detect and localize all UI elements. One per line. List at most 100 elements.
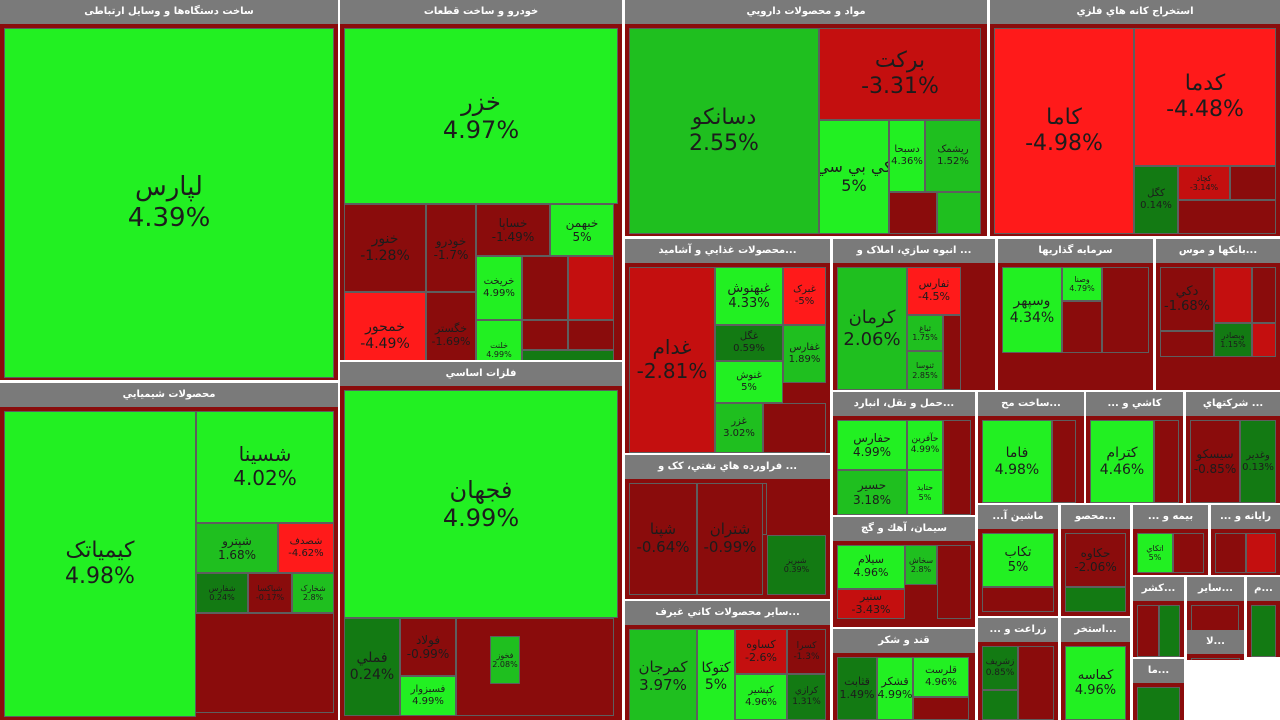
stock-tile[interactable]: کاما -4.98% [994,28,1134,234]
stock-tile[interactable]: وسپهر 4.34% [1002,267,1062,353]
sector-body: سيلام 4.96% سنير -3.43% سخاش 2.8% [833,541,975,627]
stock-tile[interactable]: سيلام 4.96% [837,545,905,589]
stock-tile[interactable]: غزر 3.02% [715,403,763,453]
stock-tile[interactable]: حفارس 4.99% [837,420,907,470]
minor-tile [1154,420,1179,503]
stock-tile[interactable]: وصنا 4.79% [1062,267,1102,301]
stock-tile[interactable]: شخارک 2.8% [292,573,334,613]
stock-tile[interactable]: برکت -3.31% [819,28,981,120]
stock-tile[interactable]: خودرو -1.7% [426,204,476,292]
stock-tile[interactable]: ريشمک 1.52% [925,120,981,192]
stock-tile[interactable]: سيسکو -0.85% [1190,420,1240,503]
stock-symbol: غنوش [736,370,762,382]
stock-tile[interactable]: ثفارس -4.5% [907,267,961,315]
sector-title: زراعت و ... [989,624,1047,635]
stock-tile[interactable]: کساوه -2.6% [735,629,787,674]
stock-tile[interactable]: ثباغ 1.75% [907,315,943,351]
sector-body: کاما -4.98% کدما -4.48% کگل 0.14% کچاد -3.14% [990,24,1280,236]
stock-tile[interactable]: کرمان 2.06% [837,267,907,390]
stock-tile[interactable]: غنوش 5% [715,361,783,403]
sector-body [1187,654,1244,660]
stock-tile[interactable]: حسير 3.18% [837,470,907,515]
stock-change: -3.31% [861,74,939,99]
stock-tile[interactable]: زشريف 0.85% [982,646,1018,690]
stock-tile[interactable]: خساپا -1.49% [476,204,550,256]
sector-body: اتکاي 5% [1133,529,1208,575]
stock-tile[interactable]: تکاب 5% [982,533,1054,587]
stock-symbol: قشکر [881,674,909,688]
stock-tile[interactable]: فجهان 4.99% [344,390,618,618]
stock-tile[interactable]: حکاوه -2.06% [1065,533,1126,587]
stock-tile[interactable]: قشکر 4.99% [877,657,913,720]
stock-tile[interactable]: کماسه 4.96% [1065,646,1126,720]
stock-tile[interactable]: دکي -1.68% [1160,267,1214,331]
stock-tile[interactable]: خریخت 4.99% [476,256,522,320]
stock-tile[interactable]: کيمياتک 4.98% [4,411,196,717]
sector-title: سيمان، آهك و گچ [860,523,948,534]
stock-tile[interactable]: لپارس 4.39% [4,28,334,378]
stock-tile[interactable]: فخوز 2.08% [490,636,520,684]
stock-tile[interactable]: فسبزوار 4.99% [400,676,456,716]
stock-tile[interactable]: فاما 4.98% [982,420,1052,503]
stock-tile[interactable]: خنور -1.28% [344,204,426,292]
stock-tile[interactable]: حآفرين 4.99% [907,420,943,470]
stock-tile[interactable]: شفارس 0.24% [196,573,248,613]
stock-tile[interactable]: خگستر -1.69% [426,292,476,360]
stock-tile[interactable]: شصدف -4.62% [278,523,334,573]
stock-tile[interactable]: حتايد 5% [907,470,943,515]
stock-change: -1.49% [491,230,535,244]
stock-tile[interactable]: سنير -3.43% [837,589,905,619]
sector: استخراج کانه هاي فلزي کاما -4.98% کدما -4.48… [990,0,1280,236]
stock-tile[interactable]: غفارس 1.89% [783,325,826,383]
stock-tile[interactable]: کگل 0.14% [1134,166,1178,234]
minor-tile [568,256,614,320]
stock-tile[interactable]: کي بي سي 5% [819,120,889,234]
stock-tile[interactable]: قلرست 4.96% [913,657,969,697]
stock-symbol: خزر [461,87,501,116]
stock-tile[interactable]: کرازي 1.31% [787,674,826,720]
stock-tile[interactable]: دسبحا 4.36% [889,120,925,192]
stock-tile[interactable]: وغدير 0.13% [1240,420,1276,503]
stock-tile[interactable]: خلنت 4.99% [476,320,522,360]
stock-change: 4.99% [486,350,512,359]
minor-tile [1052,420,1076,503]
stock-tile[interactable]: شسينا 4.02% [196,411,334,523]
sector: قند و شکر قثابت 1.49% قشکر 4.99% قلرست 4.96% [833,629,975,720]
stock-tile[interactable]: کدما -4.48% [1134,28,1276,166]
stock-tile[interactable]: قثابت 1.49% [837,657,877,720]
sector: ...محصو حکاوه -2.06% [1061,505,1130,616]
stock-symbol: دکي [1175,283,1199,299]
stock-tile[interactable]: کسرا -1.3% [787,629,826,674]
stock-tile[interactable]: فملي 0.24% [344,618,400,716]
stock-tile[interactable]: کمرجان 3.97% [629,629,697,720]
stock-tile[interactable]: کپشير 4.96% [735,674,787,720]
stock-tile[interactable]: شتران -0.99% [697,483,763,595]
stock-symbol: شصدف [289,536,323,548]
stock-symbol: وغدير [1246,449,1270,461]
stock-tile[interactable]: کترام 4.46% [1090,420,1154,503]
stock-tile[interactable]: غبرک -5% [783,267,826,325]
stock-tile[interactable]: دسانکو 2.55% [629,28,819,234]
stock-tile[interactable]: کتوکا 5% [697,629,735,720]
stock-tile[interactable]: غدام -2.81% [629,267,715,453]
stock-tile[interactable]: سخاش 2.8% [905,545,937,585]
stock-symbol: سيسکو [1196,447,1234,462]
stock-tile[interactable]: شپترو 1.68% [196,523,278,573]
stock-tile[interactable]: خزر 4.97% [344,28,618,204]
stock-tile[interactable]: شبريز 0.39% [767,535,826,595]
stock-symbol: وسپهر [1013,293,1051,310]
sector-body: شبندر-1.49%شپنا-0.64%شتران-0.99%شبريز0.3… [625,479,830,599]
stock-tile[interactable]: اتکاي 5% [1137,533,1173,573]
sector-body: کيمياتک 4.98% شسينا 4.02% شپترو 1.68% شصدف -4.6… [0,407,338,720]
stock-tile[interactable]: خمحور -4.49% [344,292,426,360]
stock-tile[interactable]: کچاد -3.14% [1178,166,1230,200]
stock-tile[interactable]: غگل 0.59% [715,325,783,361]
stock-tile[interactable]: شپاکسا -0.17% [248,573,292,613]
stock-tile[interactable]: غبهنوش 4.33% [715,267,783,325]
stock-tile[interactable]: ثنوسا 2.85% [907,351,943,390]
stock-tile[interactable]: فولاد -0.99% [400,618,456,676]
stock-tile[interactable]: خبهمن 5% [550,204,614,256]
stock-tile[interactable]: شپنا -0.64% [629,483,697,595]
stock-change: 4.96% [853,566,889,579]
stock-tile[interactable]: وبصادر 1.15% [1214,323,1252,357]
